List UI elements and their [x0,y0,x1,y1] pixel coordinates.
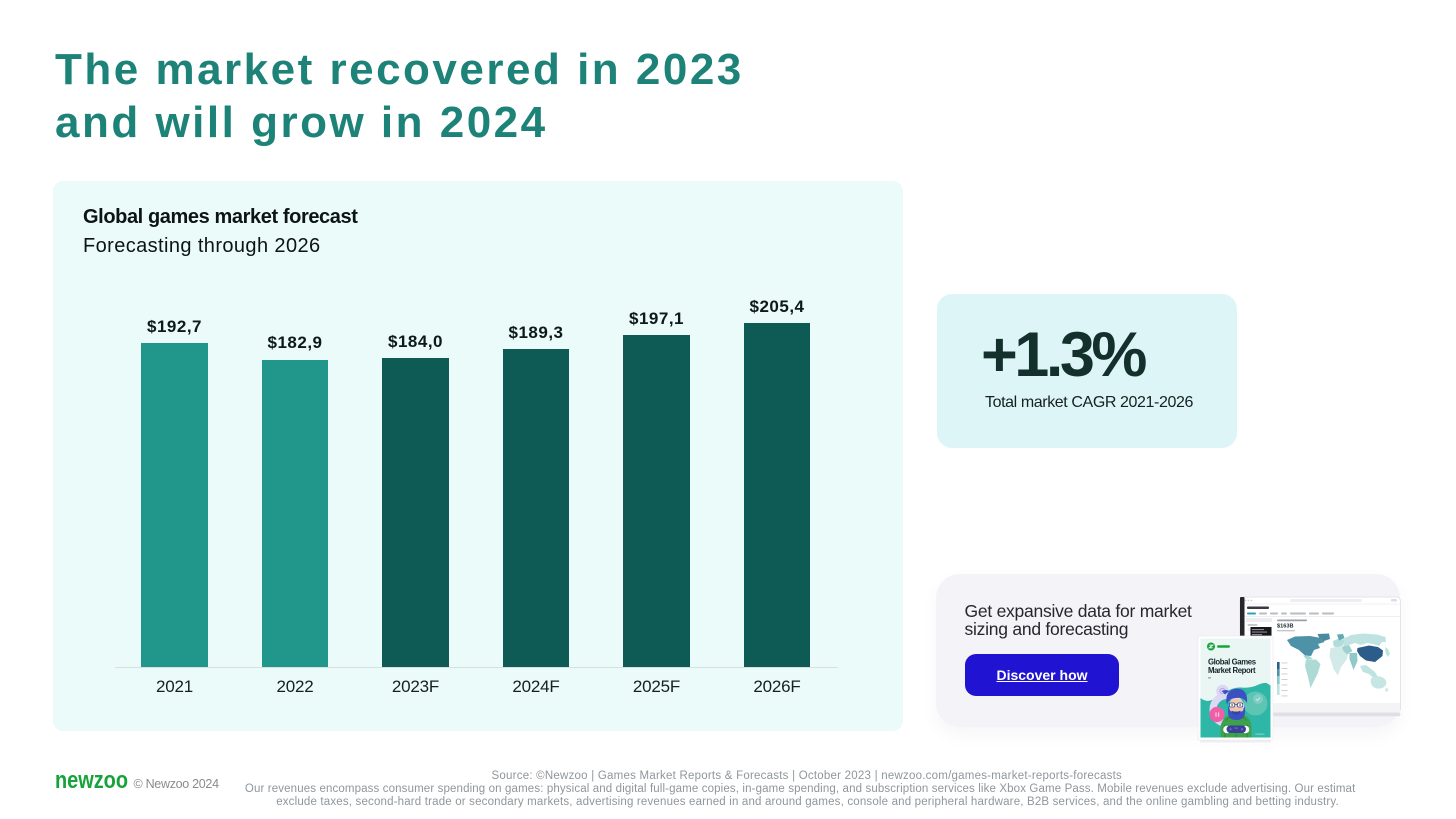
svg-text:$163B: $163B [1277,624,1293,630]
svg-text:Global Games: Global Games [1208,658,1257,667]
svg-text:newzoo: newzoo [55,767,128,794]
svg-text:Market Report: Market Report [1208,666,1256,675]
svg-text:newzoo: newzoo [1256,733,1265,736]
